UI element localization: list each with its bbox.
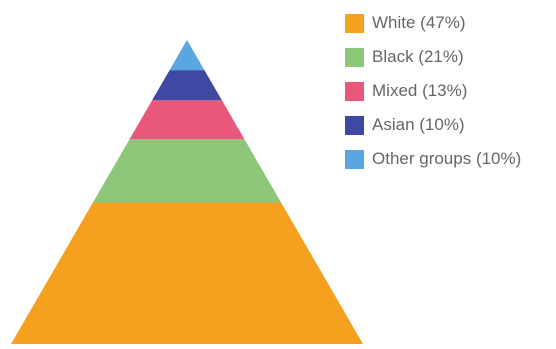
- legend-item-mixed[interactable]: Mixed (13%): [345, 74, 521, 108]
- legend-label-asian: Asian (10%): [372, 115, 465, 134]
- legend-swatch-asian: [345, 115, 364, 135]
- legend-item-black[interactable]: Black (21%): [345, 40, 521, 74]
- legend-label-white: White (47%): [372, 13, 466, 32]
- pyramid-segment-asian[interactable]: [152, 70, 222, 101]
- legend-swatch-black: [345, 47, 364, 67]
- pyramid-segment-white[interactable]: [11, 202, 363, 345]
- legend-swatch-white: [345, 13, 364, 33]
- legend-swatch-mixed: [345, 81, 364, 101]
- pyramid-segment-other-groups[interactable]: [169, 40, 205, 71]
- legend-item-white[interactable]: White (47%): [345, 6, 521, 40]
- legend-item-asian[interactable]: Asian (10%): [345, 108, 521, 142]
- pyramid-segment-mixed[interactable]: [129, 100, 245, 140]
- legend-label-black: Black (21%): [372, 47, 464, 66]
- legend: White (47%) Black (21%) Mixed (13%) Asia…: [345, 6, 521, 176]
- pyramid-segment-black[interactable]: [92, 139, 282, 203]
- legend-label-other-groups: Other groups (10%): [372, 149, 522, 168]
- legend-label-mixed: Mixed (13%): [372, 81, 468, 100]
- legend-item-other-groups[interactable]: Other groups (10%): [345, 142, 521, 176]
- legend-swatch-other-groups: [345, 149, 364, 169]
